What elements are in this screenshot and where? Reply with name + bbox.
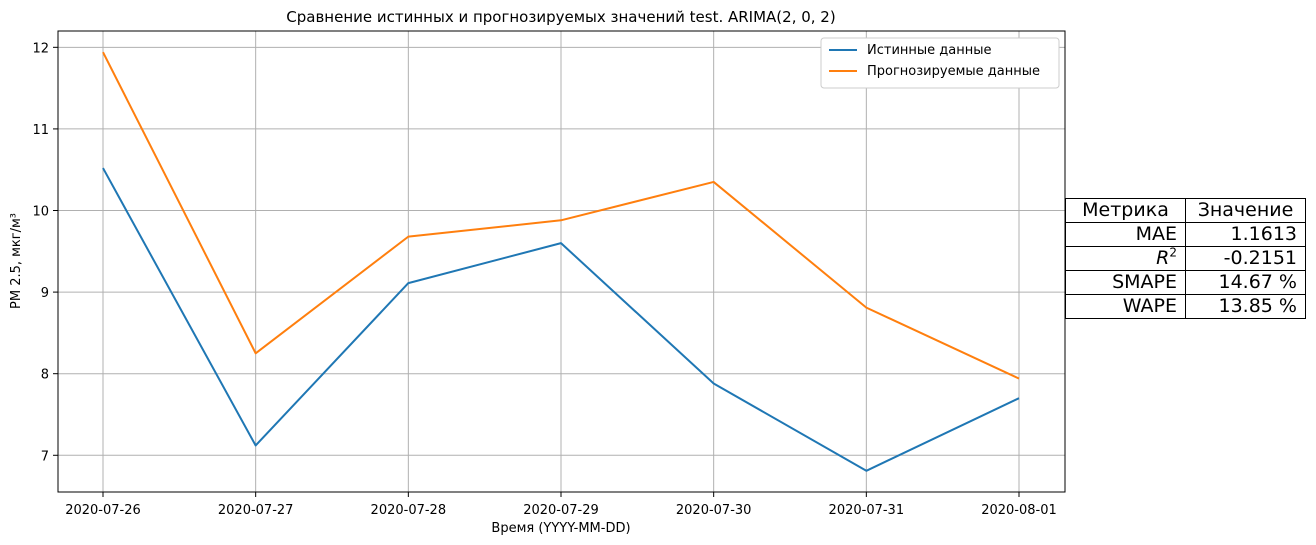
- ticks: 2020-07-26 2020-07-27 2020-07-28 2020-07-29…: [32, 41, 1056, 518]
- legend-box: [820, 37, 1060, 89]
- y-axis-label: PM 2.5, мкг/м³: [9, 213, 24, 309]
- series-lines: [102, 51, 1020, 472]
- metric-name-r: R: [1156, 247, 1170, 269]
- y-tick-label: 12: [32, 41, 49, 56]
- metric-name: SMAPE: [1065, 270, 1186, 295]
- table-row: MAE 1.1613: [1065, 222, 1306, 247]
- y-tick-label: 9: [41, 286, 49, 301]
- metrics-header-value: Значение: [1185, 198, 1306, 223]
- metric-value: 1.1613: [1185, 222, 1306, 247]
- x-tick-label: 2020-07-31: [829, 503, 905, 518]
- table-row: R2 -0.2151: [1065, 245, 1306, 271]
- legend-label-forecast: Прогнозируемые данные: [867, 64, 1040, 79]
- metric-name: WAPE: [1065, 294, 1186, 319]
- x-tick-label: 2020-07-30: [676, 503, 752, 518]
- x-tick-label: 2020-07-29: [523, 503, 599, 518]
- x-tick-label: 2020-07-27: [218, 503, 294, 518]
- x-tick-label: 2020-08-01: [981, 503, 1057, 518]
- series-line-0: [102, 167, 1020, 472]
- x-tick-label: 2020-07-26: [65, 503, 141, 518]
- y-tick-label: 8: [41, 368, 49, 383]
- metric-name: MAE: [1065, 222, 1186, 247]
- metric-value: 13.85 %: [1185, 294, 1306, 319]
- x-axis-label: Время (YYYY-MM-DD): [491, 521, 630, 536]
- metric-name-sup: 2: [1169, 245, 1177, 260]
- series-line-1: [102, 51, 1020, 380]
- chart-title: Сравнение истинных и прогнозируемых знач…: [286, 8, 835, 26]
- x-tick-label: 2020-07-28: [371, 503, 447, 518]
- legend-label-true: Истинные данные: [867, 43, 992, 58]
- metric-value: -0.2151: [1185, 246, 1306, 271]
- metric-name: R2: [1065, 245, 1186, 271]
- y-tick-label: 11: [32, 123, 49, 138]
- metrics-header-row: Метрика Значение: [1065, 198, 1306, 223]
- metrics-header-name: Метрика: [1065, 198, 1186, 223]
- y-tick-label: 7: [41, 449, 49, 464]
- metric-value: 14.67 %: [1185, 270, 1306, 295]
- y-tick-label: 10: [32, 205, 49, 220]
- legend: Истинные данные Прогнозируемые данные: [820, 37, 1060, 89]
- table-row: WAPE 13.85 %: [1065, 294, 1306, 319]
- table-row: SMAPE 14.67 %: [1065, 270, 1306, 295]
- metrics-table: Метрика Значение MAE 1.1613 R2 -0.2151 S…: [1065, 198, 1306, 319]
